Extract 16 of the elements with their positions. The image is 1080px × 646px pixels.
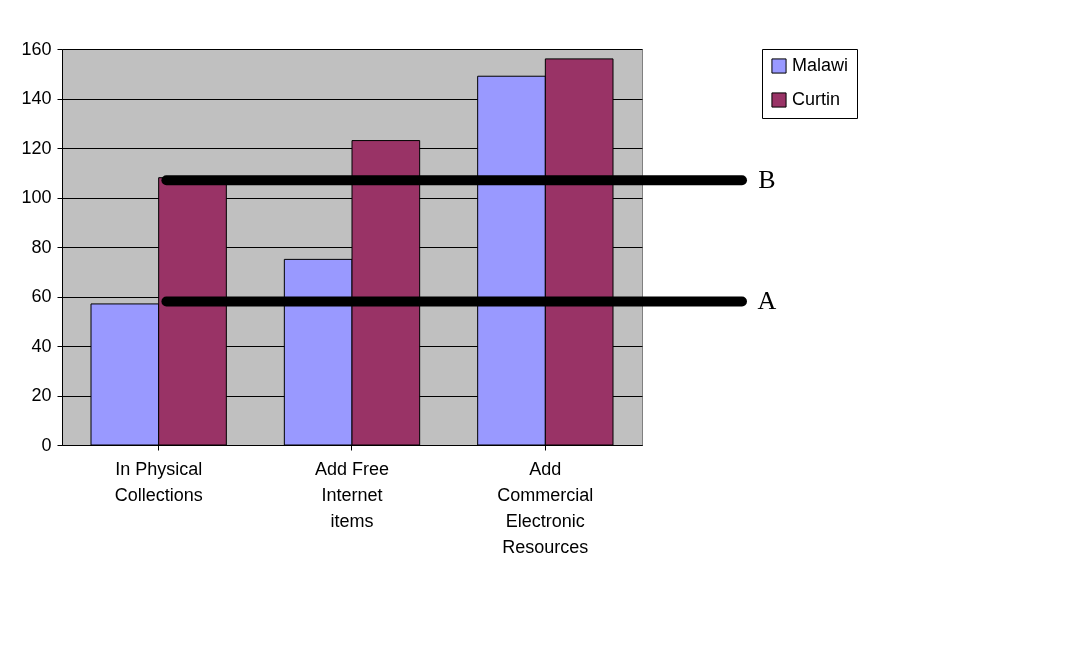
y-tick-label: 60 [31, 286, 52, 306]
y-tick-label: 160 [21, 38, 52, 59]
y-tick-label: 100 [21, 187, 52, 207]
y-tick-label: 20 [31, 385, 52, 405]
x-tick-label: In Physical Collections [114, 458, 203, 505]
y-tick-label: 120 [21, 137, 52, 158]
y-tick-label: 140 [21, 88, 52, 108]
legend-label: Malawi [792, 55, 849, 75]
ref-line-label: B [758, 165, 776, 195]
x-tick-label: Add Commercial Electronic Resources [497, 458, 594, 557]
legend-label: Curtin [792, 89, 841, 109]
x-tick-label: Add Free Internet items [314, 458, 390, 531]
ref-line-label: A [757, 286, 777, 316]
y-tick-label: 80 [31, 236, 52, 257]
y-tick-label: 0 [41, 434, 52, 455]
y-tick-label: 40 [31, 335, 52, 356]
